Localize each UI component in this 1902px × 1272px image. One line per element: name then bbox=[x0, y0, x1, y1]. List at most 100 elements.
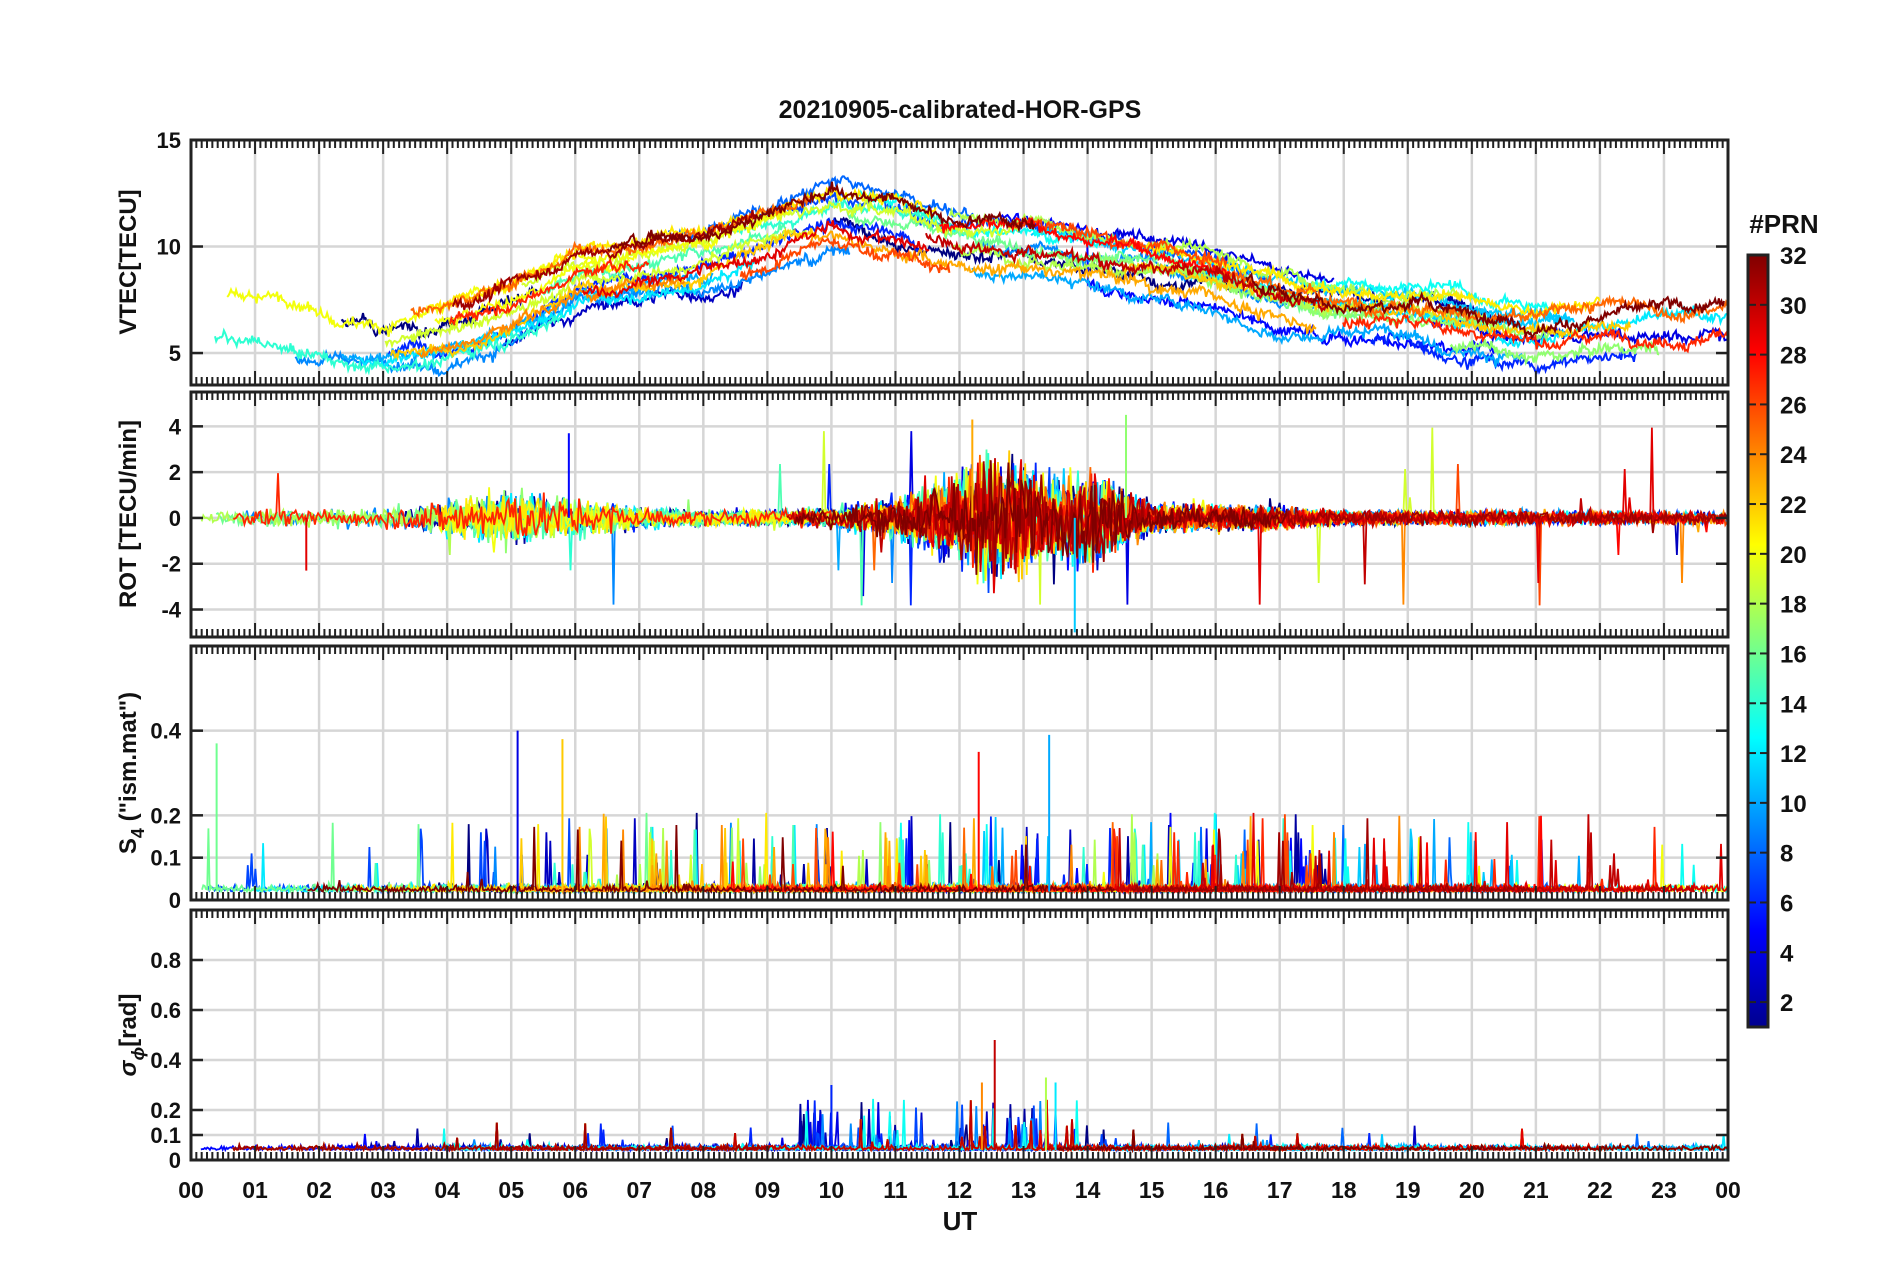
vtec-prn-30-line bbox=[925, 232, 1327, 313]
x-tick-label: 22 bbox=[1587, 1177, 1613, 1203]
rot-y-tick-label: -4 bbox=[161, 598, 181, 623]
colorbar-tick-label: 6 bbox=[1780, 890, 1793, 917]
vtec-prn-6-line bbox=[1370, 331, 1638, 375]
s4-y-tick-label: 0.1 bbox=[150, 846, 181, 871]
s4-grid bbox=[191, 646, 1728, 900]
sigma-phi-y-label-sub: ϕ bbox=[128, 1047, 148, 1061]
colorbar-gradient bbox=[1746, 253, 1770, 1029]
s4-prn-32-line bbox=[307, 824, 1115, 895]
rot-panel: -4 -2 0 2 4 ROT [TECU/min] bbox=[115, 390, 1730, 639]
sigma-phi-panel: 00.10.2 0.4 0.6 0.8 σϕ[rad] bbox=[115, 908, 1730, 1173]
vtec-prn-32-line bbox=[606, 181, 1036, 253]
vtec-prn-19-line bbox=[384, 229, 807, 349]
vtec-y-tick-labels: 5 10 15 bbox=[157, 128, 181, 366]
sigma-phi-prn-13-line bbox=[430, 1098, 1432, 1153]
vtec-prn-5-line bbox=[996, 212, 1496, 358]
rot-y-tick-label: 0 bbox=[169, 506, 181, 531]
vtec-ticks bbox=[190, 138, 1729, 385]
colorbar-tick-label: 32 bbox=[1780, 243, 1807, 270]
x-tick-label: 14 bbox=[1075, 1177, 1101, 1203]
rot-prn-32-line bbox=[794, 460, 1288, 575]
vtec-prn-17-line bbox=[1449, 339, 1660, 366]
colorbar-tick-label: 18 bbox=[1780, 592, 1807, 619]
x-tick-label: 01 bbox=[242, 1177, 268, 1203]
x-axis-label: UT bbox=[943, 1206, 978, 1236]
sigma-phi-series bbox=[200, 1040, 1728, 1154]
x-tick-label: 00 bbox=[1715, 1177, 1741, 1203]
s4-y-tick-label: 0.4 bbox=[150, 719, 181, 744]
x-tick-label: 05 bbox=[498, 1177, 524, 1203]
sigma-phi-y-tick-label: 0.2 bbox=[150, 1098, 181, 1123]
rot-y-tick-label: -2 bbox=[161, 552, 181, 577]
s4-series bbox=[201, 730, 1728, 896]
x-tick-label: 16 bbox=[1203, 1177, 1229, 1203]
sigma-phi-prn-17-line bbox=[1035, 1099, 1603, 1153]
vtec-y-label: VTEC[TECU] bbox=[115, 189, 142, 334]
s4-panel: 0 0.1 0.2 0.4 S4 ("ism.mat") bbox=[115, 644, 1730, 913]
x-tick-label: 04 bbox=[434, 1177, 460, 1203]
vtec-series bbox=[214, 175, 1728, 378]
colorbar-tick-label: 22 bbox=[1780, 492, 1807, 519]
vtec-y-tick-label: 10 bbox=[157, 235, 181, 260]
vtec-panel: 5 10 15 VTEC[TECU] bbox=[115, 128, 1730, 387]
sigma-phi-y-tick-label: 0 bbox=[169, 1148, 181, 1173]
sigma-phi-y-tick-label: 0.8 bbox=[150, 948, 181, 973]
s4-prn-31-line bbox=[1131, 818, 1532, 895]
sigma-phi-prn-32-line bbox=[1054, 1129, 1728, 1154]
rot-y-tick-label: 2 bbox=[169, 460, 181, 485]
x-tick-label: 02 bbox=[306, 1177, 332, 1203]
vtec-prn-21-line bbox=[1142, 240, 1601, 321]
sigma-phi-y-tick-label: 0.6 bbox=[150, 998, 181, 1023]
x-tick-label: 23 bbox=[1651, 1177, 1677, 1203]
vtec-prn-10-line bbox=[971, 267, 1524, 368]
sigma-phi-prn-25-line bbox=[1035, 1099, 1603, 1153]
colorbar-tick-label: 20 bbox=[1780, 542, 1807, 569]
colorbar-tick-label: 12 bbox=[1780, 741, 1807, 768]
sigma-phi-prn-31-line bbox=[232, 1122, 771, 1153]
rot-ticks bbox=[190, 392, 1729, 637]
vtec-y-tick-label: 15 bbox=[157, 128, 181, 153]
vtec-prn-29-line bbox=[582, 220, 930, 300]
rot-y-tick-labels: -4 -2 0 2 4 bbox=[161, 414, 181, 622]
x-tick-label: 11 bbox=[883, 1177, 908, 1203]
s4-y-tick-label: 0 bbox=[169, 888, 181, 913]
sigma-phi-prn-21-line bbox=[1035, 1099, 1603, 1153]
colorbar-tick-label: 16 bbox=[1780, 641, 1807, 668]
sigma-phi-y-label-symbol: σ bbox=[115, 1059, 142, 1076]
colorbar-tick-label: 14 bbox=[1780, 691, 1807, 718]
vtec-prn-32-line bbox=[1245, 271, 1725, 340]
x-tick-label: 20 bbox=[1459, 1177, 1485, 1203]
colorbar-tick-label: 30 bbox=[1780, 293, 1807, 320]
rot-y-label: ROT [TECU/min] bbox=[115, 420, 142, 608]
s4-y-label: S4 ("ism.mat") bbox=[115, 692, 148, 854]
sigma-phi-grid bbox=[191, 910, 1728, 1160]
sigma-phi-y-tick-label: 0.4 bbox=[150, 1048, 181, 1073]
x-tick-label: 00 bbox=[178, 1177, 204, 1203]
vtec-prn-26-line bbox=[739, 237, 951, 281]
colorbar-tick-label: 2 bbox=[1780, 990, 1793, 1017]
colorbar-tick-label: 8 bbox=[1780, 841, 1793, 868]
x-tick-label: 19 bbox=[1395, 1177, 1421, 1203]
rot-prn-26-line bbox=[1108, 463, 1728, 606]
vtec-prn-27-line bbox=[1342, 313, 1728, 354]
s4-y-label-sub: 4 bbox=[128, 828, 148, 838]
colorbar-tick-label: 4 bbox=[1780, 940, 1794, 967]
vtec-prn-1-line bbox=[340, 284, 538, 341]
x-tick-label: 15 bbox=[1139, 1177, 1165, 1203]
rot-y-tick-label: 4 bbox=[169, 414, 182, 439]
s4-y-tick-labels: 0 0.1 0.2 0.4 bbox=[150, 719, 181, 913]
sigma-phi-prn-29-line bbox=[1035, 1099, 1603, 1153]
colorbar-tick-label: 10 bbox=[1780, 791, 1807, 818]
vtec-prn-14-line bbox=[214, 314, 563, 376]
x-tick-label: 07 bbox=[626, 1177, 652, 1203]
vtec-prn-14-line bbox=[730, 195, 952, 236]
s4-y-tick-label: 0.2 bbox=[150, 803, 181, 828]
vtec-prn-4-line bbox=[1430, 316, 1728, 347]
x-tick-label: 08 bbox=[691, 1177, 717, 1203]
x-tick-label: 13 bbox=[1011, 1177, 1037, 1203]
vtec-prn-25-line bbox=[1197, 256, 1728, 326]
x-tick-label: 09 bbox=[755, 1177, 781, 1203]
x-tick-label: 12 bbox=[947, 1177, 973, 1203]
